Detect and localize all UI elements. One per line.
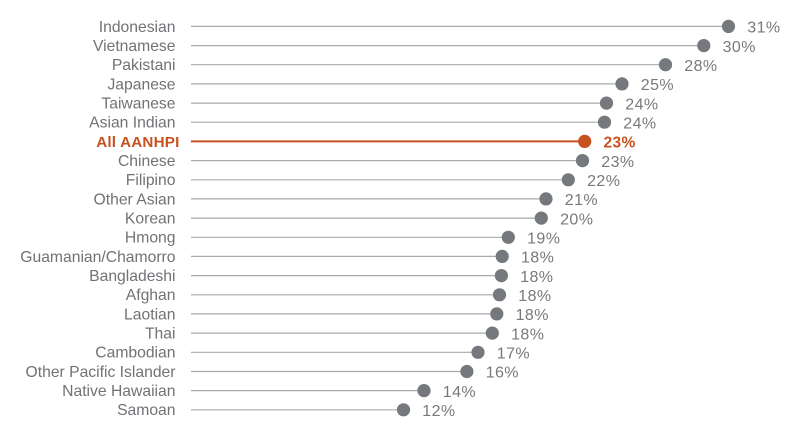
svg-text:All AANHPI: All AANHPI [96, 134, 179, 151]
svg-text:Filipino: Filipino [126, 172, 176, 189]
svg-text:21%: 21% [565, 192, 598, 209]
svg-text:Chinese: Chinese [118, 153, 176, 170]
svg-text:22%: 22% [587, 173, 620, 190]
svg-text:Asian Indian: Asian Indian [89, 115, 175, 132]
svg-text:Taiwanese: Taiwanese [101, 96, 175, 113]
svg-text:Bangladeshi: Bangladeshi [89, 268, 175, 285]
svg-text:Thai: Thai [145, 326, 176, 343]
svg-text:Other Asian: Other Asian [94, 191, 176, 208]
svg-text:20%: 20% [560, 211, 593, 228]
svg-text:Pakistani: Pakistani [112, 57, 176, 74]
svg-text:Native Hawaiian: Native Hawaiian [62, 383, 175, 400]
svg-text:12%: 12% [422, 403, 455, 420]
svg-text:18%: 18% [516, 307, 549, 324]
svg-text:Japanese: Japanese [107, 76, 175, 93]
svg-text:Korean: Korean [125, 211, 176, 228]
svg-text:Vietnamese: Vietnamese [93, 38, 176, 55]
svg-text:Laotian: Laotian [124, 306, 175, 323]
svg-text:Indonesian: Indonesian [99, 19, 176, 36]
svg-text:18%: 18% [520, 269, 553, 286]
svg-text:Hmong: Hmong [125, 230, 176, 247]
svg-text:17%: 17% [497, 346, 530, 363]
svg-text:Guamanian/Chamorro: Guamanian/Chamorro [20, 249, 175, 266]
svg-text:Afghan: Afghan [126, 287, 176, 304]
svg-text:24%: 24% [623, 115, 656, 132]
svg-text:19%: 19% [527, 231, 560, 248]
svg-text:28%: 28% [684, 58, 717, 75]
svg-text:23%: 23% [601, 154, 634, 171]
svg-text:Other Pacific Islander: Other Pacific Islander [26, 364, 176, 381]
svg-text:16%: 16% [486, 365, 519, 382]
svg-text:18%: 18% [511, 326, 544, 343]
svg-text:24%: 24% [625, 96, 658, 113]
svg-text:30%: 30% [723, 39, 756, 56]
svg-text:18%: 18% [518, 288, 551, 305]
svg-text:25%: 25% [641, 77, 674, 94]
svg-text:31%: 31% [747, 20, 780, 37]
svg-text:18%: 18% [521, 250, 554, 267]
svg-text:Cambodian: Cambodian [95, 345, 175, 362]
svg-text:23%: 23% [604, 135, 636, 152]
svg-text:14%: 14% [443, 384, 476, 401]
svg-text:Samoan: Samoan [117, 402, 175, 419]
